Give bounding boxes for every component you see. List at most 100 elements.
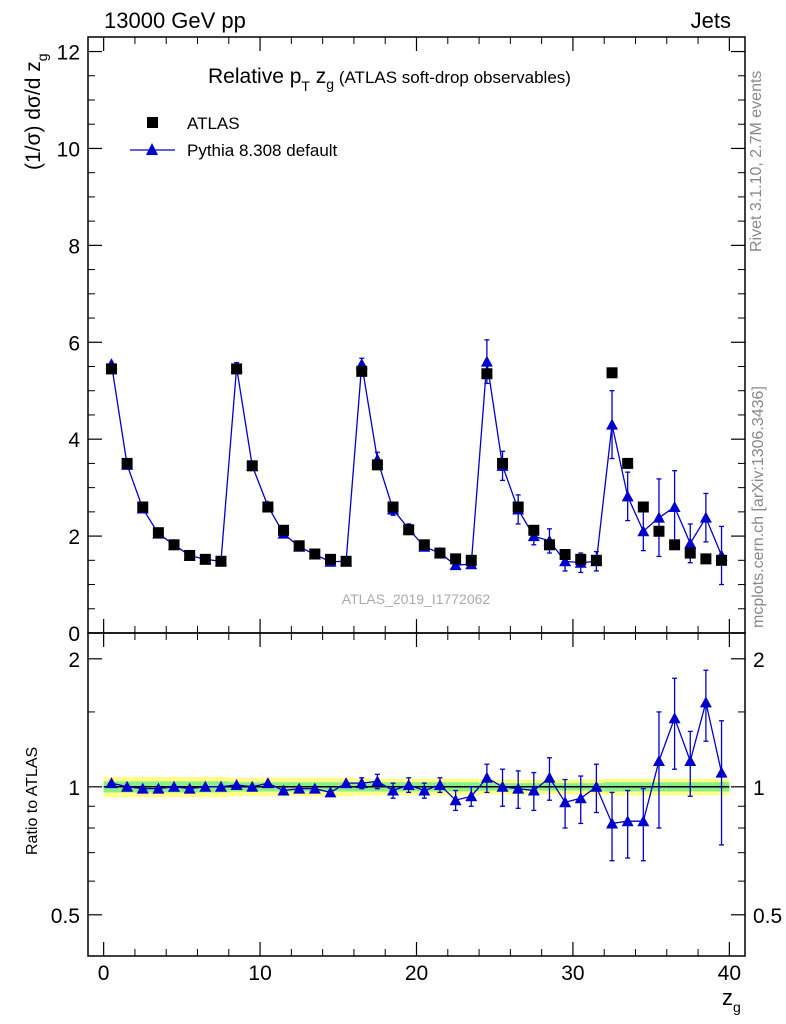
ratio-point [574,792,587,804]
ratio-point [668,712,681,724]
main-ytick-label: 6 [68,332,80,355]
ratio-point [621,815,634,827]
mc-point [699,511,712,523]
data-point [137,501,149,513]
ratio-point [433,778,446,790]
mc-point [606,418,619,430]
ratio-ytick-label: 0.5 [51,905,80,928]
data-point [309,548,321,560]
mc-point [480,355,493,367]
ratio-point [684,754,697,766]
y-axis-label-main: (1/σ) dσ/d zg [22,53,50,170]
data-point [152,527,164,539]
ratio-point [715,766,728,778]
ratio-point [246,780,259,792]
analysis-id: ATLAS_2019_I1772062 [342,591,491,607]
ratio-point [590,780,603,792]
ratio-point [637,815,650,827]
main-ytick-label: 12 [57,42,80,65]
data-point [669,539,681,551]
ratio-point [340,777,353,789]
data-point [403,524,415,536]
data-point [199,553,211,565]
legend-mc-marker [146,143,158,155]
ratio-point [214,780,227,792]
ratio-point [496,780,509,792]
data-point [231,363,243,375]
ratio-point [606,817,619,829]
data-point [559,549,571,561]
ratio-point [402,778,415,790]
ratio-point [261,777,274,789]
xtick-label: 40 [718,962,741,985]
xtick-label: 30 [561,962,584,985]
legend-data-marker [147,117,158,128]
y-axis-label-ratio: Ratio to ATLAS [24,747,41,855]
main-ytick-label: 2 [68,526,80,549]
ratio-point [152,782,165,794]
main-ytick-label: 10 [57,138,80,161]
ratio-point [512,782,525,794]
data-point [262,501,274,513]
data-point [590,554,602,566]
data-point [371,459,383,471]
data-point [700,553,712,565]
data-point [324,553,336,565]
ratio-point [559,796,572,808]
data-point [278,524,290,536]
data-point [528,524,540,536]
data-point [543,539,555,551]
ratio-point [543,771,556,783]
data-point [356,365,368,377]
ratio-point [527,784,540,796]
ratio-ytick-label-right: 0.5 [753,905,782,928]
ratio-point [199,780,212,792]
data-point [575,553,587,565]
x-axis-label: zg [722,985,741,1015]
data-point [512,501,524,513]
legend: ATLAS Pythia 8.308 default [130,114,338,160]
ratio-point [136,782,149,794]
data-point [121,457,133,469]
xtick-label: 10 [248,962,271,985]
ratio-ytick-label: 1 [68,777,80,800]
ratio-ytick-label: 2 [68,649,80,672]
ratio-point [371,775,384,787]
main-ytick-label: 0 [68,623,80,646]
data-point [622,457,634,469]
mc-point [621,490,634,502]
header-right: Jets [691,8,731,33]
data-point [653,525,665,537]
ratio-point [480,771,493,783]
mc-point [559,555,572,567]
mc-point [668,501,681,513]
ratio-point [293,782,306,794]
legend-data-label: ATLAS [187,114,240,133]
main-panel-marks [105,339,728,586]
ratio-point [230,778,243,790]
ratio-ytick-label-right: 1 [753,777,765,800]
data-point [497,457,509,469]
header-left: 13000 GeV pp [104,8,246,33]
mc-series-line [110,361,723,566]
ratio-point [308,782,321,794]
ratio-ytick-label-right: 2 [753,649,765,672]
ratio-point [449,794,462,806]
data-point [105,363,117,375]
data-point [387,501,399,513]
legend-mc-label: Pythia 8.308 default [187,141,338,160]
mcplots-label: mcplots.cern.ch [arXiv:1306.3436] [750,386,767,628]
data-point [465,554,477,566]
ratio-point [183,782,196,794]
ratio-point [418,784,431,796]
ratio-point [465,790,478,802]
plot-title: Relative pT zg (ATLAS soft-drop observab… [208,65,571,94]
mc-point [684,537,697,549]
ratio-point [168,780,181,792]
ratio-series-line [111,702,723,825]
main-ytick-label: 4 [68,429,80,452]
ratio-point [324,786,337,798]
data-point [340,555,352,567]
mc-point [449,559,462,571]
